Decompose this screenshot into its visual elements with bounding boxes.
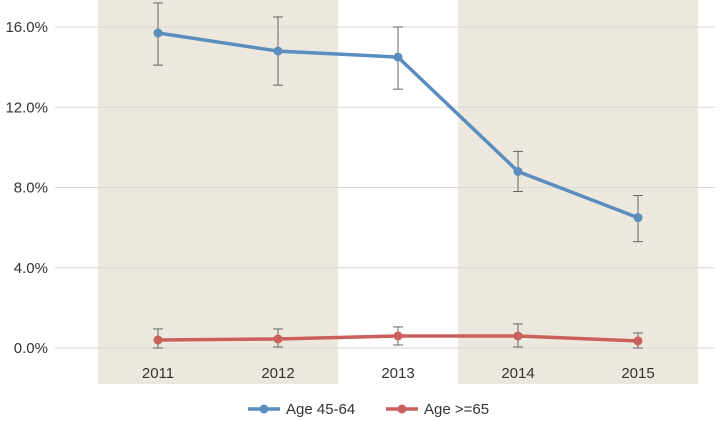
data-point [513, 166, 523, 176]
data-point [393, 331, 403, 341]
legend-label: Age >=65 [424, 401, 489, 418]
x-tick-label: 2011 [142, 365, 174, 382]
data-point [633, 336, 643, 346]
data-point [513, 331, 523, 341]
y-tick-label: 8.0% [14, 180, 48, 197]
x-axis-ticks: 2011 2012 2013 2014 2015 [142, 365, 655, 382]
legend: Age 45-64 Age >=65 [248, 401, 489, 418]
data-point [633, 213, 643, 223]
series-group [153, 2, 643, 243]
legend-label: Age 45-64 [286, 401, 355, 418]
data-point [153, 335, 163, 345]
series [153, 2, 643, 349]
legend-swatch-marker [397, 404, 407, 414]
x-tick-label: 2013 [381, 365, 414, 382]
y-tick-label: 16.0% [5, 19, 48, 36]
gridlines [55, 26, 715, 349]
y-tick-label: 0.0% [14, 340, 48, 357]
shaded-band [98, 0, 338, 384]
x-tick-label: 2015 [621, 365, 654, 382]
shaded-band [458, 0, 698, 384]
legend-swatch-marker [259, 404, 269, 414]
y-tick-label: 4.0% [14, 260, 48, 277]
data-point [153, 28, 163, 38]
data-point [273, 46, 283, 56]
data-point [273, 334, 283, 344]
x-tick-label: 2014 [501, 365, 534, 382]
shaded-bands [98, 0, 698, 384]
y-tick-label: 12.0% [5, 99, 48, 116]
data-point [393, 52, 403, 62]
series-group [153, 323, 643, 349]
x-tick-label: 2012 [261, 365, 294, 382]
y-axis-ticks: 0.0% 4.0% 8.0% 12.0% 16.0% [5, 19, 48, 357]
